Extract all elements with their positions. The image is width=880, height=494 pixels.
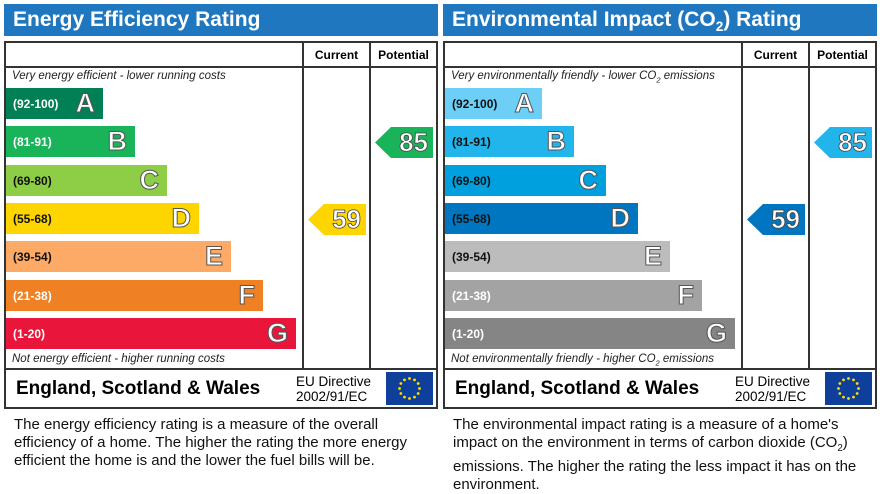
band-d: (55-68) D	[6, 203, 199, 234]
band-letter: A	[514, 88, 534, 119]
band-letter: D	[171, 203, 191, 234]
band-range: (55-68)	[452, 211, 491, 226]
band-b: (81-91) B	[445, 126, 574, 157]
band-range: (21-38)	[452, 288, 491, 303]
current-column-header: Current	[753, 48, 798, 62]
current-rating-arrow: 59	[747, 204, 805, 235]
current-rating-arrow: 59	[308, 204, 366, 235]
band-letter: D	[610, 203, 630, 234]
potential-rating-arrow: 85	[375, 127, 433, 158]
directive-line-2: 2002/91/EC	[296, 389, 368, 404]
band-e: (39-54) E	[6, 241, 231, 272]
directive-line-1: EU Directive	[735, 374, 811, 389]
band-range: (81-91)	[13, 134, 52, 149]
band-letter: F	[238, 280, 255, 311]
band-g: (1-20) G	[6, 318, 296, 349]
band-range: (69-80)	[13, 173, 52, 188]
band-d: (55-68) D	[445, 203, 638, 234]
band-range: (92-100)	[452, 96, 498, 111]
top-caption: Very energy efficient - lower running co…	[12, 70, 226, 82]
band-letter: F	[677, 280, 694, 311]
bottom-caption: Not energy efficient - higher running co…	[12, 353, 225, 365]
band-range: (39-54)	[13, 249, 52, 264]
band-letter: B	[546, 126, 566, 157]
band-range: (55-68)	[13, 211, 52, 226]
band-a: (92-100) A	[445, 88, 542, 119]
directive-line-2: 2002/91/EC	[735, 389, 807, 404]
top-caption: Very environmentally friendly - lower CO…	[451, 70, 715, 85]
description: The environmental impact rating is a mea…	[453, 416, 857, 493]
current-column-header: Current	[314, 48, 359, 62]
band-letter: G	[266, 318, 288, 349]
bottom-caption: Not environmentally friendly - higher CO…	[451, 353, 715, 368]
band-range: (39-54)	[452, 249, 491, 264]
band-letter: C	[578, 165, 598, 196]
panel-title: Environmental Impact (CO2) Rating	[443, 4, 877, 36]
band-range: (69-80)	[452, 173, 491, 188]
band-a: (92-100) A	[6, 88, 103, 119]
band-c: (69-80) C	[445, 165, 606, 196]
band-range: (81-91)	[452, 134, 491, 149]
band-c: (69-80) C	[6, 165, 167, 196]
rating-table: Current Potential Very environmentally f…	[443, 41, 877, 409]
directive-line-1: EU Directive	[296, 374, 372, 389]
band-letter: C	[139, 165, 159, 196]
potential-column-header: Potential	[378, 48, 429, 62]
potential-rating-arrow: 85	[814, 127, 872, 158]
region-label: England, Scotland & Wales	[455, 378, 700, 399]
band-b: (81-91) B	[6, 126, 135, 157]
eu-directive: EU Directive 2002/91/EC	[735, 374, 810, 404]
potential-column-header: Potential	[817, 48, 868, 62]
band-e: (39-54) E	[445, 241, 670, 272]
band-letter: E	[643, 241, 662, 272]
eu-directive: EU Directive 2002/91/EC	[296, 374, 371, 404]
band-range: (21-38)	[13, 288, 52, 303]
band-f: (21-38) F	[445, 280, 702, 311]
environmental-impact-panel: Environmental Impact (CO2) Rating Curren…	[443, 0, 877, 493]
energy-efficiency-panel: Energy Efficiency Rating Current Potenti…	[4, 0, 438, 493]
band-range: (92-100)	[13, 96, 59, 111]
region-label: England, Scotland & Wales	[16, 378, 261, 399]
band-letter: B	[107, 126, 127, 157]
band-letter: G	[705, 318, 727, 349]
description: The energy efficiency rating is a measur…	[14, 416, 408, 469]
band-range: (1-20)	[452, 326, 485, 341]
panel-title: Energy Efficiency Rating	[4, 4, 438, 36]
eu-flag-icon	[825, 372, 872, 405]
band-range: (1-20)	[13, 326, 46, 341]
rating-table: Current Potential Very energy efficient …	[4, 41, 438, 409]
band-g: (1-20) G	[445, 318, 735, 349]
eu-flag-icon	[386, 372, 433, 405]
band-letter: A	[75, 88, 95, 119]
band-f: (21-38) F	[6, 280, 263, 311]
band-letter: E	[204, 241, 223, 272]
